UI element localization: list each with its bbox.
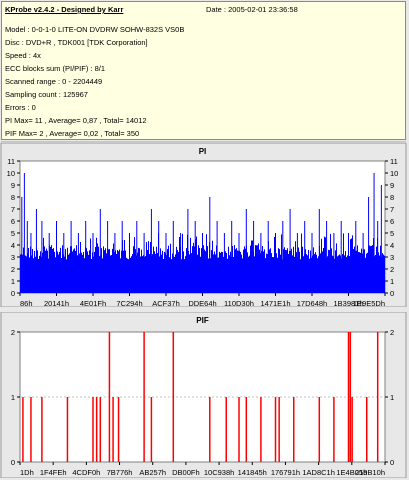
info-sampling: Sampling count : 125967 [5,90,88,99]
info-pif-summary: PIF Max= 2 , Average= 0,02 , Total= 350 [5,129,140,138]
x-tick-label: 7B776h [107,468,133,477]
y-tick-label-left: 1 [11,393,15,402]
y-tick-label-left: 3 [11,253,15,262]
plot-area [19,331,386,463]
y-tick-label-left: 8 [11,193,15,202]
x-tick-label: 141845h [238,468,267,477]
app-title: KProbe v2.4.2 - Designed by Karr [5,5,124,14]
y-tick-label-right: 3 [390,253,394,262]
x-tick-label: 10C938h [204,468,234,477]
info-ecc: ECC blocks sum (PI/PIF) : 8/1 [5,64,106,73]
pi-noise [20,233,385,293]
y-tick-label-left: 1 [11,277,15,286]
disc-info-panel: KProbe v2.4.2 - Designed by Karr Date : … [1,1,406,140]
y-tick-label-left: 9 [11,181,15,190]
y-tick-label-left: 2 [11,265,15,274]
y-tick-label-right: 10 [390,169,398,178]
x-tick-label: AB257h [139,468,166,477]
y-tick-label-left: 11 [7,157,15,166]
x-tick-label: 1E4B05h [336,468,367,477]
x-tick-label: ACF37h [152,299,180,307]
y-tick-label-right: 7 [390,205,394,214]
x-tick-label: 219B10h [355,468,385,477]
x-tick-label: 20141h [44,299,69,307]
y-tick-label-right: 9 [390,181,394,190]
pi-series [20,173,385,293]
x-tick-label: 7C294h [116,299,142,307]
y-tick-label-right: 11 [390,157,398,166]
x-tick-label: DB00Fh [172,468,200,477]
x-tick-label: 1471E1h [260,299,290,307]
info-speed: Speed : 4x [5,51,41,60]
x-tick-label: 1B3981h [333,299,363,307]
chart-title: PIF [196,316,209,325]
y-tick-label-left: 4 [11,241,15,250]
x-tick-label: DDE64h [188,299,216,307]
divider [1,141,406,143]
y-tick-label-right: 2 [390,328,394,337]
y-tick-label-left: 7 [11,205,15,214]
y-tick-label-right: 0 [390,458,394,467]
y-tick-label-right: 0 [390,289,394,298]
x-tick-label: 4E01Fh [80,299,106,307]
y-tick-label-right: 1 [390,393,394,402]
pif-series [22,332,379,462]
y-tick-label-left: 6 [11,217,15,226]
y-tick-label-left: 0 [11,458,15,467]
y-tick-label-left: 10 [7,169,15,178]
y-tick-label-right: 1 [390,277,394,286]
y-tick-label-right: 4 [390,241,394,250]
x-tick-label: 1E9E5Dh [353,299,385,307]
x-tick-label: 110D30h [224,299,254,307]
x-tick-label: 86h [20,299,33,307]
scan-date: Date : 2005-02-01 23:36:58 [206,5,298,14]
info-range: Scanned range : 0 - 2204449 [5,77,103,86]
x-tick-label: 1Dh [20,468,34,477]
chart-title: PI [199,147,207,156]
y-tick-label-left: 2 [11,328,15,337]
y-tick-label-left: 5 [11,229,15,238]
y-tick-label-left: 0 [11,289,15,298]
info-model: Model : 0-0-1-0 LITE-ON DVDRW SOHW-832S … [5,25,185,34]
info-pi-summary: PI Max= 11 , Average= 0,87 , Total= 1401… [5,116,147,125]
x-tick-label: 17D648h [297,299,327,307]
y-tick-label-right: 5 [390,229,394,238]
info-disc: Disc : DVD+R , TDK001 [TDK Corporation] [5,38,148,47]
x-tick-label: 1F4FEh [40,468,67,477]
y-tick-label-right: 2 [390,265,394,274]
y-tick-label-right: 6 [390,217,394,226]
x-tick-label: 4CDF0h [72,468,100,477]
y-tick-label-right: 8 [390,193,394,202]
x-tick-label: 176791h [271,468,300,477]
info-errors: Errors : 0 [5,103,36,112]
x-tick-label: 1AD8C1h [302,468,335,477]
pif-chart: PIF 0 0 1 1 2 2 1Dh 1F4FEh 4CDF0h 7B776h AB257h DB00… [0,312,407,478]
